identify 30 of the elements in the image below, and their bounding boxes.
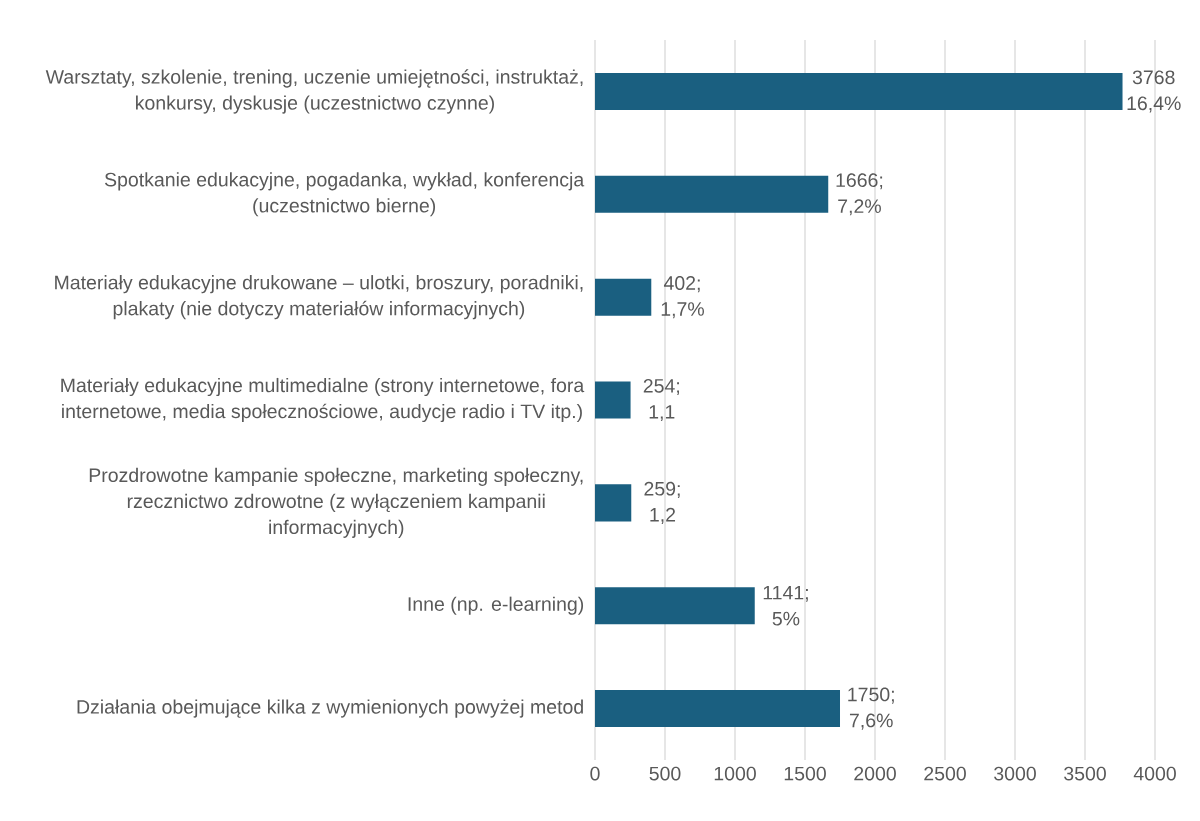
bar bbox=[595, 278, 652, 316]
y-tick-label: Materiały edukacyjne multimedialne (strony internetowe, fora internetowe, media społecznościowe, audycje radio i TV itp.) bbox=[61, 377, 585, 423]
y-tick-label: Działania obejmujące kilka z wymienionych powyżej metod bbox=[77, 699, 583, 718]
data-label: 3768 16,4% bbox=[1127, 70, 1181, 113]
y-tick-label: Materiały edukacyjne drukowane – ulotki, broszury, poradniki, plakaty (nie dotyczy materiałów informacyjnych) bbox=[55, 275, 583, 320]
bar bbox=[595, 484, 632, 522]
data-label: 1750; 7,6% bbox=[848, 687, 894, 730]
y-tick-label: Warsztaty, szkolenie, trening, uczenie umiejętności, instruktaż, konkursy, dyskusje (uczestnictwo czynne) bbox=[45, 69, 583, 114]
y-tick-label: Prozdrowotne kampanie społeczne, marketing społeczny, rzecznictwo zdrowotne (z wyłączeniem kampanii informacyjnych) bbox=[89, 467, 583, 538]
data-label: 1141; 5% bbox=[763, 585, 808, 626]
x-tick-label: 2000 bbox=[854, 766, 896, 781]
x-tick-label: 3000 bbox=[994, 766, 1036, 781]
x-tick-label: 3500 bbox=[1064, 766, 1106, 781]
x-tick-label: 4000 bbox=[1133, 766, 1176, 781]
y-tick-label: Spotkanie edukacyjne, pogadanka, wykład, konferencja (uczestnictwo bierne) bbox=[104, 172, 585, 217]
x-tick-label: 500 bbox=[649, 766, 681, 781]
x-tick-label: 0 bbox=[590, 766, 600, 781]
x-tick-label: 2500 bbox=[924, 766, 966, 781]
data-label: 259; 1,2 bbox=[644, 481, 680, 524]
data-label: 1666; 7,2% bbox=[836, 173, 883, 216]
bar bbox=[595, 381, 631, 419]
y-tick-label: Inne (np. e-learning) bbox=[408, 596, 584, 615]
bar bbox=[595, 587, 755, 625]
bar bbox=[595, 175, 829, 213]
data-label: 402; 1,7% bbox=[661, 276, 704, 319]
data-label: 254; 1,1 bbox=[643, 378, 679, 422]
x-tick-label: 1000 bbox=[714, 766, 756, 781]
bar bbox=[595, 690, 840, 728]
x-tick-label: 1500 bbox=[784, 766, 826, 781]
bar bbox=[595, 72, 1123, 110]
